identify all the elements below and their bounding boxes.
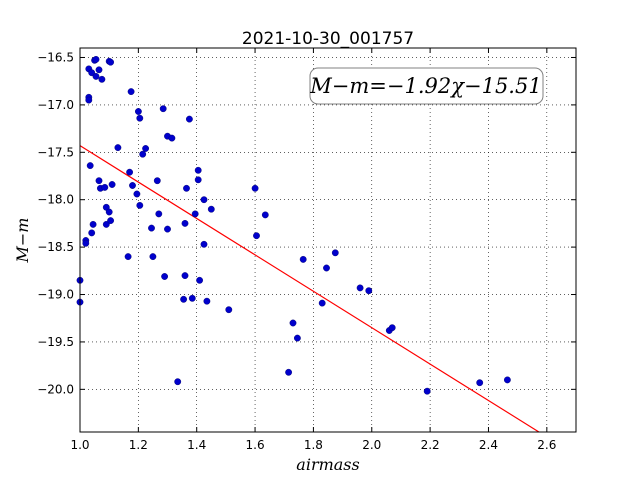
data-point (207, 205, 215, 213)
data-point (476, 379, 484, 387)
data-point (181, 272, 189, 279)
y-tick-label: −19.5 (37, 335, 74, 349)
data-point (92, 56, 100, 63)
x-tick-label: 2.0 (362, 438, 381, 452)
data-point (423, 387, 431, 395)
data-point (92, 73, 100, 80)
data-point (134, 108, 142, 115)
data-point (261, 211, 269, 219)
data-point (124, 253, 132, 261)
y-tick-label: −18.5 (37, 240, 74, 254)
data-point (142, 145, 150, 152)
data-point (136, 201, 144, 209)
data-point (388, 324, 396, 332)
data-point (136, 114, 144, 122)
data-point (251, 184, 259, 192)
data-point (126, 168, 134, 176)
y-tick-label: −18.0 (37, 193, 74, 207)
annotation-text: M−m=−1.92χ−15.51 (309, 74, 541, 98)
data-point (153, 177, 161, 185)
data-point (86, 162, 94, 170)
x-tick-label: 1.8 (304, 438, 323, 452)
data-point (139, 150, 147, 158)
data-point (95, 66, 103, 74)
data-point (85, 96, 93, 104)
data-points (76, 56, 511, 395)
data-point (323, 264, 330, 272)
y-axis-label: M−m (13, 218, 32, 264)
data-point (105, 208, 113, 216)
data-point (289, 319, 297, 327)
data-point (225, 306, 233, 314)
y-tick-label: −16.5 (37, 50, 74, 64)
x-tick-label: 2.2 (421, 438, 440, 452)
data-point (88, 229, 96, 237)
data-point (196, 276, 204, 284)
data-point (89, 220, 97, 228)
data-point (356, 284, 364, 292)
data-point (194, 176, 202, 184)
x-tick-label: 1.6 (246, 438, 265, 452)
data-point (200, 196, 208, 204)
data-point (503, 376, 511, 384)
data-point (107, 217, 115, 225)
data-point (108, 181, 116, 188)
x-axis-ticks: 1.0 1.2 1.4 1.6 1.8 2.0 2.2 2.4 2.6 (70, 48, 556, 452)
data-point (107, 58, 115, 66)
chart-title: 2021-10-30_001757 (242, 29, 414, 49)
data-point (95, 177, 103, 185)
data-point (127, 88, 135, 96)
data-point (129, 182, 136, 189)
data-point (133, 190, 141, 198)
x-axis-label: airmass (296, 455, 359, 474)
x-tick-label: 1.2 (129, 438, 148, 452)
y-tick-label: −17.0 (37, 98, 74, 112)
fit-line (79, 145, 540, 433)
data-point (174, 378, 182, 386)
data-point (181, 219, 189, 227)
data-point (88, 69, 96, 77)
data-point (98, 75, 106, 83)
data-point (185, 115, 193, 123)
data-point (318, 299, 326, 307)
data-point (159, 105, 167, 113)
data-point (149, 253, 157, 261)
data-point (191, 210, 199, 218)
y-tick-label: −17.5 (37, 145, 74, 159)
data-point (114, 144, 122, 152)
data-point (82, 239, 90, 247)
data-point (164, 225, 171, 233)
data-point (331, 249, 339, 257)
data-point (155, 210, 163, 218)
data-point (203, 297, 211, 305)
data-point (293, 334, 301, 342)
equation-annotation: M−m=−1.92χ−15.51 (309, 67, 544, 105)
x-tick-label: 2.4 (479, 438, 498, 452)
data-point (168, 134, 176, 142)
data-point (161, 273, 169, 280)
data-point (253, 232, 260, 240)
data-point (148, 224, 155, 232)
annotation-box (309, 67, 544, 105)
x-tick-label: 2.6 (537, 438, 556, 452)
data-point (200, 240, 208, 248)
x-tick-label: 1.0 (70, 438, 89, 452)
y-tick-label: −20.0 (37, 382, 74, 396)
data-point (365, 287, 373, 295)
plot-frame (79, 47, 577, 433)
data-point (194, 166, 202, 174)
data-point (188, 294, 196, 302)
data-point (101, 183, 109, 191)
fit-line-group (79, 145, 540, 433)
data-point (102, 220, 110, 228)
data-point (299, 255, 307, 263)
grid-lines (79, 48, 576, 432)
x-tick-label: 1.4 (187, 438, 206, 452)
y-axis-ticks: −16.5 −17.0 −17.5 −18.0 −18.5 −19.0 −19.5 −20.0 (37, 50, 576, 396)
data-point (285, 368, 292, 376)
y-tick-label: −19.0 (37, 288, 74, 302)
data-point (183, 184, 190, 192)
data-point (180, 295, 188, 303)
